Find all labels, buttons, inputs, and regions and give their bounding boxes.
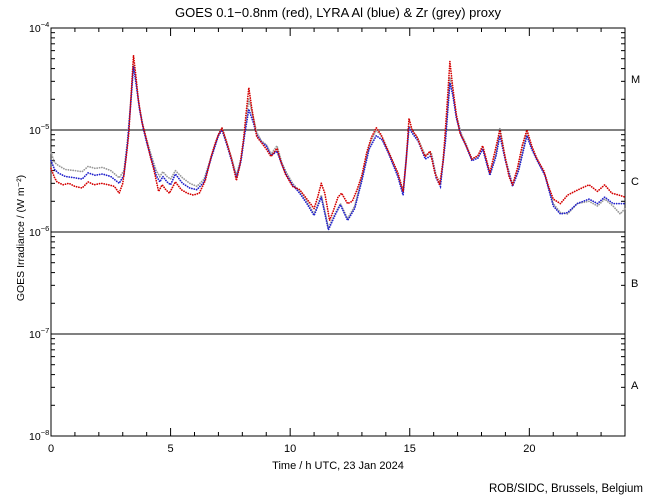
y-axis-label: GOES Irradiance / (W m⁻²) — [15, 175, 27, 301]
flare-class-label-m: M — [631, 74, 640, 86]
x-tick-label: 5 — [168, 443, 174, 455]
y-tick-label: 10−5 — [29, 122, 49, 137]
y-tick-label: 10−6 — [29, 224, 49, 239]
x-tick-label: 10 — [284, 443, 296, 455]
x-axis-label: Time / h UTC, 23 Jan 2024 — [272, 460, 404, 472]
series-goes-xray — [50, 55, 626, 224]
credit-text: ROB/SIDC, Brussels, Belgium — [489, 483, 643, 495]
x-tick-label: 15 — [404, 443, 416, 455]
x-tick-label: 20 — [523, 443, 535, 455]
y-tick-label: 10−4 — [29, 20, 49, 35]
flare-class-label-b: B — [631, 278, 638, 290]
y-tick-label: 10−7 — [29, 326, 49, 341]
chart-title: GOES 0.1−0.8nm (red), LYRA Al (blue) & Z… — [175, 5, 501, 20]
flare-class-label-c: C — [631, 176, 639, 188]
x-tick-label: 0 — [48, 443, 54, 455]
series-lyra-al — [50, 66, 626, 233]
flare-class-label-a: A — [631, 380, 639, 392]
y-tick-label: 10−8 — [29, 428, 49, 443]
chart-layer: 0 5 10 15 20 10−4 10−5 10−6 10−7 10−8 M C B A — [29, 20, 640, 455]
